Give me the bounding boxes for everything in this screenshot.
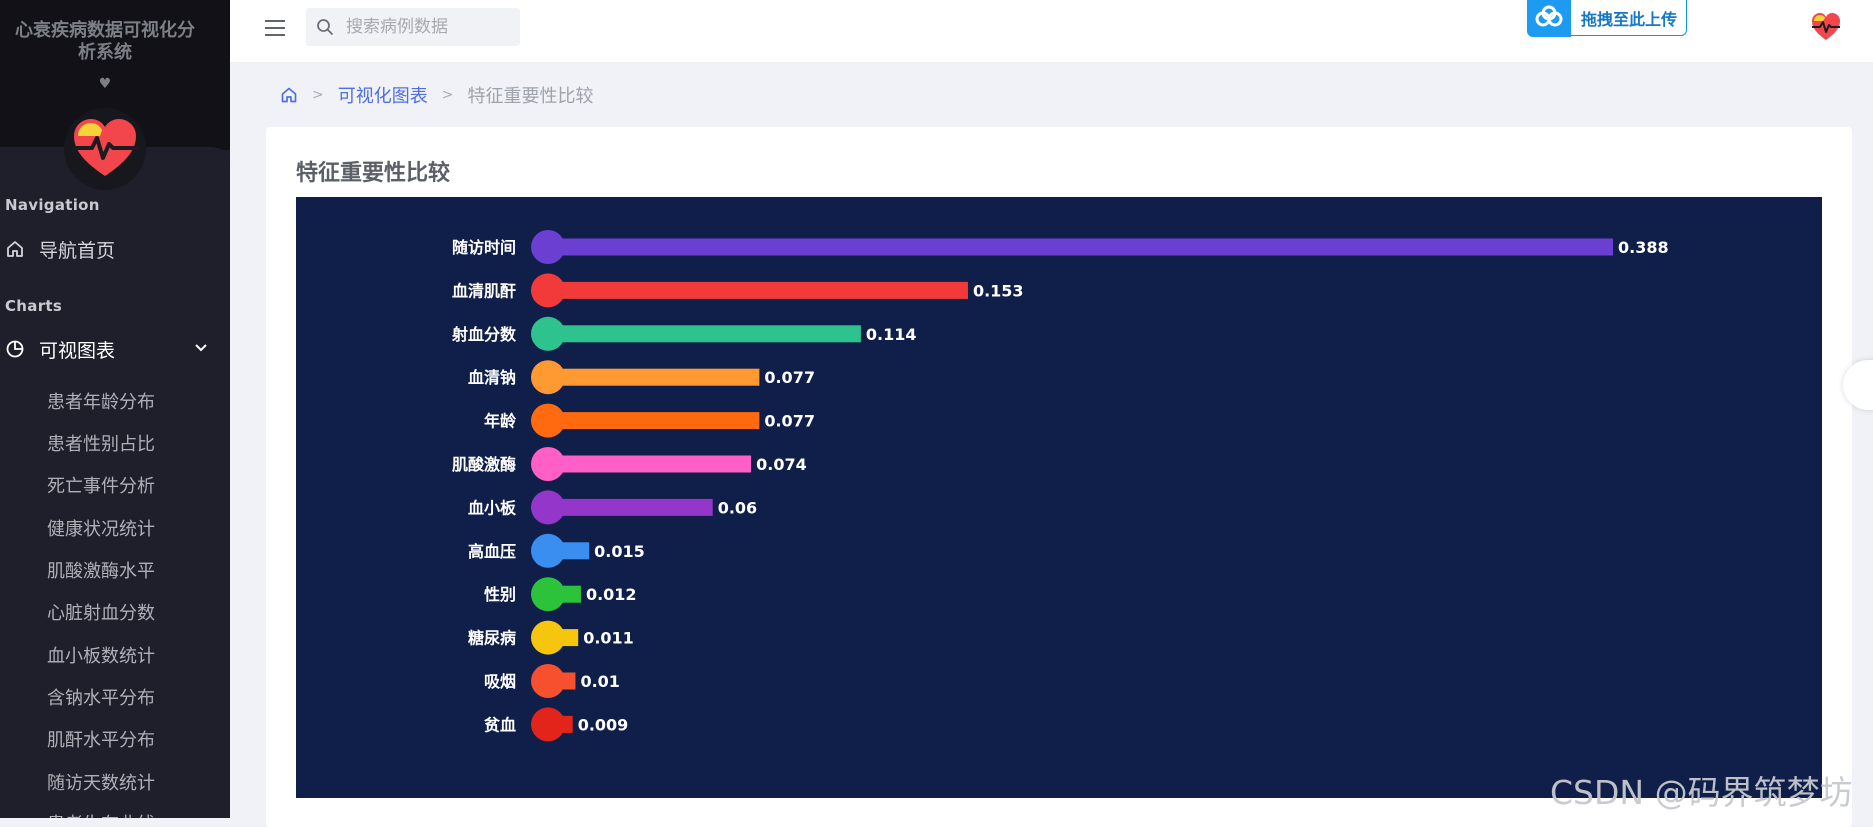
user-avatar[interactable]	[1810, 12, 1842, 46]
value-label: 0.009	[578, 715, 629, 734]
bar-head-dot	[531, 490, 565, 525]
bar[interactable]	[548, 281, 968, 299]
pie-chart-icon	[6, 340, 24, 358]
home-icon	[7, 241, 23, 257]
value-label: 0.01	[580, 672, 619, 691]
nav-section-navigation: Navigation	[5, 196, 100, 214]
sidebar: 心衰疾病数据可视化分析系统 ♥ Navigation 导航首页 Charts 可…	[0, 0, 230, 818]
category-label: 年龄	[484, 412, 517, 431]
heart-pulse-logo-icon	[72, 119, 138, 176]
sidebar-subitem[interactable]: 死亡事件分析	[47, 476, 155, 497]
bar[interactable]	[548, 238, 1613, 256]
category-label: 血清钠	[468, 368, 516, 387]
category-label: 血清肌酐	[452, 281, 516, 300]
value-label: 0.388	[1618, 238, 1669, 257]
search-box[interactable]	[306, 8, 520, 46]
breadcrumb: > 可视化图表 > 特征重要性比较	[280, 82, 593, 108]
sidebar-subitem[interactable]: 肌酸激酶水平	[47, 561, 155, 582]
nav-section-charts: Charts	[5, 297, 63, 315]
category-label: 高血压	[468, 542, 516, 561]
category-label: 贫血	[484, 715, 516, 734]
bar-head-dot	[531, 360, 565, 395]
category-label: 糖尿病	[468, 629, 516, 648]
menu-toggle-icon[interactable]	[265, 20, 285, 37]
bar[interactable]	[548, 498, 713, 516]
search-icon	[317, 19, 333, 35]
value-label: 0.074	[756, 455, 807, 474]
bar-head-dot	[531, 707, 565, 742]
bar-head-dot	[531, 664, 565, 698]
breadcrumb-current: 特征重要性比较	[467, 86, 594, 107]
sidebar-subitem[interactable]: 含钠水平分布	[47, 688, 155, 709]
bar-head-dot	[531, 447, 565, 481]
bar-head-dot	[531, 230, 565, 264]
breadcrumb-separator: >	[441, 87, 454, 103]
bar-head-dot	[531, 403, 565, 438]
chart-svg: 随访时间 0.388 血清肌酐 0.153 射血分数 0.114 血清钠 0.077 年龄 0.0…	[451, 230, 1669, 742]
heart-icon: ♥	[98, 76, 112, 92]
value-label: 0.153	[973, 281, 1024, 300]
home-icon[interactable]	[280, 86, 298, 104]
breadcrumb-link[interactable]: 可视化图表	[337, 86, 428, 107]
value-label: 0.011	[583, 629, 634, 648]
app-logo	[64, 108, 146, 190]
bar-head-dot	[531, 316, 565, 351]
category-label: 射血分数	[451, 325, 517, 344]
bar[interactable]	[548, 455, 752, 473]
bar-head-dot	[531, 577, 565, 612]
sidebar-item-charts[interactable]: 可视图表	[0, 329, 230, 369]
top-bar: 拖拽至此上传	[230, 0, 1873, 62]
cloud-upload-icon	[1527, 0, 1571, 37]
app-title: 心衰疾病数据可视化分析系统	[15, 20, 195, 63]
bar[interactable]	[548, 325, 861, 343]
category-label: 性别	[484, 585, 516, 604]
category-label: 随访时间	[452, 238, 516, 257]
sidebar-item-home[interactable]: 导航首页	[0, 229, 230, 269]
value-label: 0.077	[764, 368, 815, 387]
bar[interactable]	[548, 412, 760, 430]
category-label: 血小板	[468, 498, 517, 517]
breadcrumb-separator: >	[312, 87, 324, 103]
feature-importance-chart: 随访时间 0.388 血清肌酐 0.153 射血分数 0.114 血清钠 0.077 年龄 0.0…	[296, 197, 1822, 798]
search-input[interactable]	[344, 16, 508, 38]
sidebar-subitem[interactable]: 患者生存曲线	[47, 810, 155, 818]
chart-card: 特征重要性比较 随访时间 0.388 血清肌酐 0.153 射血分数 0.114 血清钠 0.…	[266, 127, 1852, 827]
card-title: 特征重要性比较	[296, 161, 451, 186]
value-label: 0.012	[586, 585, 637, 604]
category-label: 肌酸激酶	[452, 455, 516, 474]
bar-head-dot	[531, 620, 565, 655]
upload-button-label: 拖拽至此上传	[1581, 9, 1678, 29]
chevron-down-icon	[195, 344, 207, 352]
value-label: 0.114	[866, 325, 917, 344]
sidebar-menu-panel	[0, 147, 230, 818]
sidebar-subitem[interactable]: 患者性别占比	[47, 434, 155, 455]
bar-head-dot	[531, 273, 565, 308]
bar-head-dot	[531, 533, 565, 568]
sidebar-subitem[interactable]: 肌酐水平分布	[47, 730, 155, 751]
value-label: 0.077	[764, 412, 815, 431]
value-label: 0.06	[718, 498, 757, 517]
sidebar-subitem[interactable]: 随访天数统计	[47, 773, 155, 794]
watermark: CSDN @码界筑梦坊	[1550, 773, 1853, 812]
value-label: 0.015	[594, 542, 645, 561]
sidebar-subitem[interactable]: 健康状况统计	[47, 519, 155, 540]
sidebar-item-home-label: 导航首页	[39, 239, 116, 262]
sidebar-subitem[interactable]: 心脏射血分数	[47, 603, 155, 624]
sidebar-item-charts-label: 可视图表	[39, 339, 116, 362]
sidebar-subitem[interactable]: 患者年龄分布	[47, 392, 155, 413]
upload-button[interactable]: 拖拽至此上传	[1527, 0, 1687, 37]
sidebar-subitem[interactable]: 血小板数统计	[47, 646, 155, 667]
bar[interactable]	[548, 368, 760, 386]
category-label: 吸烟	[484, 672, 516, 691]
heart-pulse-avatar-icon	[1812, 13, 1840, 40]
